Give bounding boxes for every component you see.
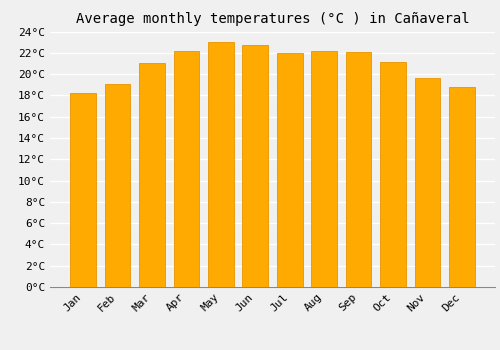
Bar bbox=[70, 93, 96, 287]
Bar bbox=[139, 63, 165, 287]
Bar bbox=[208, 42, 234, 287]
Title: Average monthly temperatures (°C ) in Cañaveral: Average monthly temperatures (°C ) in Ca… bbox=[76, 12, 469, 26]
Bar bbox=[380, 62, 406, 287]
Bar bbox=[174, 51, 200, 287]
Bar bbox=[449, 87, 475, 287]
Bar bbox=[242, 46, 268, 287]
Bar bbox=[414, 78, 440, 287]
Bar bbox=[346, 52, 372, 287]
Bar bbox=[311, 51, 337, 287]
Bar bbox=[104, 84, 130, 287]
Bar bbox=[277, 53, 302, 287]
